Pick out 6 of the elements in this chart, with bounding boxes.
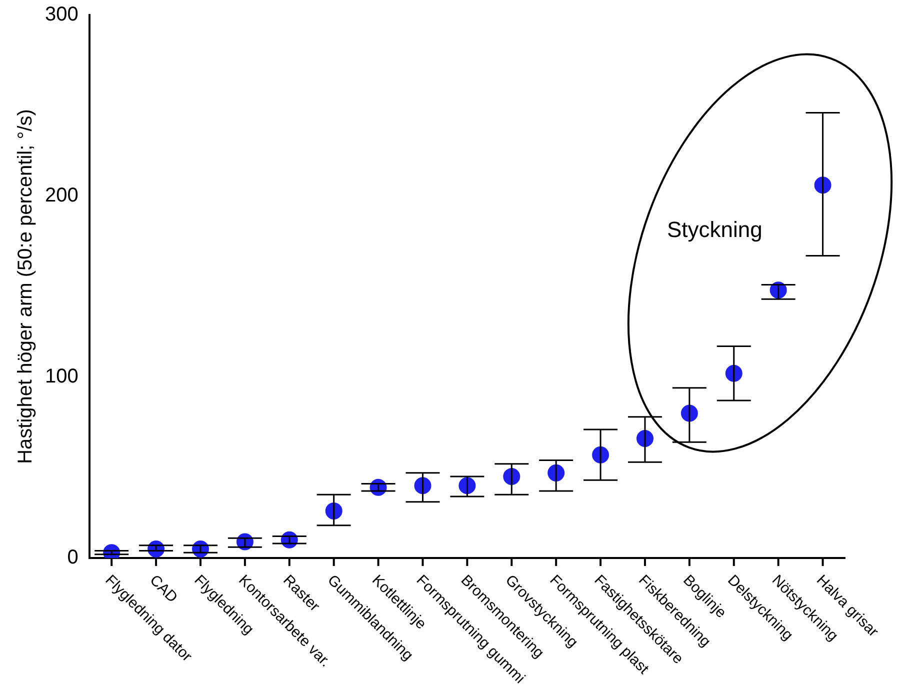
annotation: Styckning [667,217,762,243]
y-axis-title: Hastighet höger arm (50:e percentil; °/s) [14,109,37,464]
y-tick-label: 300 [44,4,78,26]
y-tick-label: 200 [44,184,78,207]
y-tick-label: 100 [44,366,78,388]
y-tick-label: 0 [67,546,78,569]
